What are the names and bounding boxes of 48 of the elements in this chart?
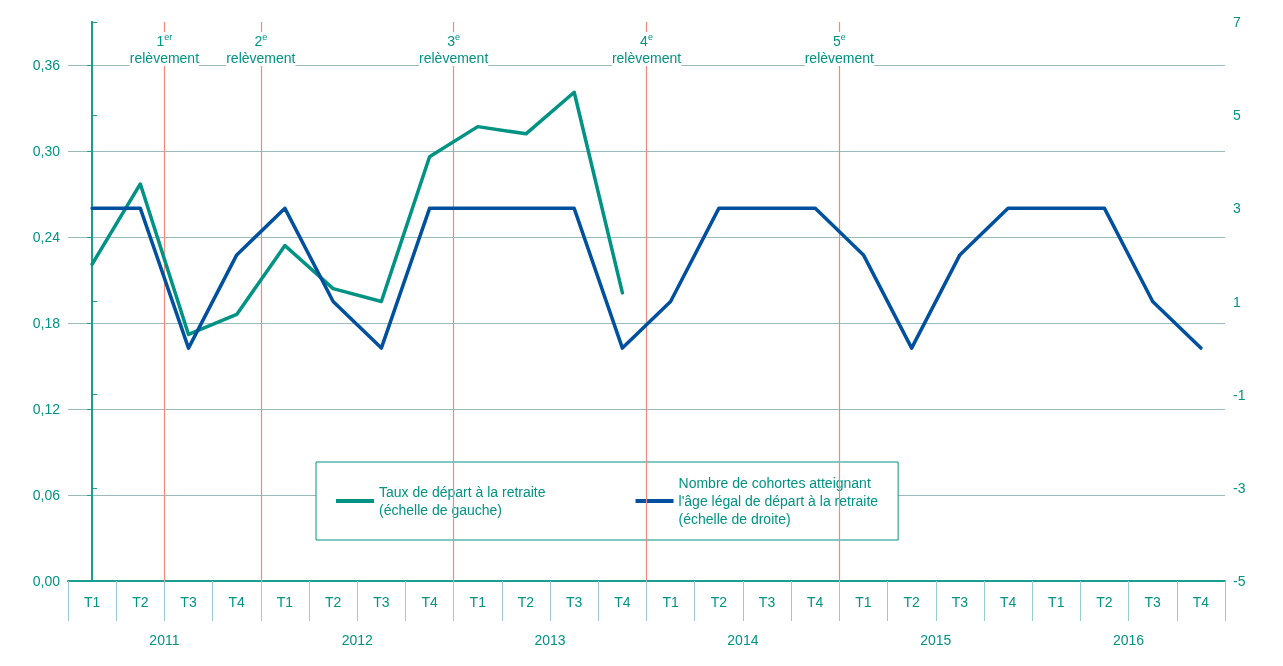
x-tick-label: T1	[1048, 594, 1065, 610]
y2-tick-label: 7	[1233, 14, 1241, 30]
y-tick-label: 0,06	[32, 487, 61, 503]
text: 2012	[341, 632, 374, 648]
x-tick-label: T1	[276, 594, 294, 610]
text: 2013	[534, 632, 566, 648]
text: 2016	[1113, 632, 1145, 648]
x-tick-label: T3	[758, 594, 776, 610]
y2-tick-label: 3	[1233, 200, 1241, 217]
x-tick-label: T2	[710, 594, 728, 610]
text: 2011	[149, 632, 180, 648]
y-tick-label: 0,18	[32, 315, 61, 331]
x-tick-label: T4	[614, 594, 631, 610]
x-tick-label: T2	[903, 594, 921, 610]
y2-tick-label: 5	[1233, 107, 1241, 124]
x-tick-label: T1	[855, 594, 872, 610]
text: 2014	[727, 632, 759, 648]
x-tick-label: T4	[999, 594, 1017, 610]
x-tick-label: T4	[228, 594, 246, 610]
x-tick-label: T1	[662, 594, 679, 610]
y-tick-label: 0,00	[32, 573, 61, 589]
x-tick-label: T3	[373, 594, 390, 610]
x-tick-label: T4	[807, 594, 824, 610]
y-tick-label: 0,24	[32, 229, 61, 245]
line-series	[90, 206, 1203, 350]
y2-tick-label: -5	[1233, 573, 1246, 589]
x-tick-label: T1	[469, 594, 487, 610]
x-tick-label: T1	[83, 594, 101, 610]
legend-label: Nombre de cohortes atteignant l'âge légal de départ à la retraite (échelle de droite)	[678, 475, 879, 527]
x-tick-label: T2	[324, 594, 342, 610]
x-tick-label: T4	[1192, 594, 1210, 610]
y2-tick-label: -3	[1233, 479, 1246, 496]
y-tick-label: 0,12	[32, 401, 61, 417]
y2-tick-label: 1	[1233, 293, 1241, 310]
y2-tick-label: -1	[1233, 386, 1246, 403]
y-tick-label: 0,30	[32, 143, 61, 159]
x-tick-label: T3	[951, 594, 969, 610]
x-tick-label: T3	[180, 594, 197, 610]
legend-label: Taux de départ à la retraite (échelle de gauche)	[379, 484, 546, 518]
x-tick-label: T3	[1144, 594, 1162, 610]
x-tick-label: T2	[517, 594, 535, 610]
x-tick-label: T4	[421, 594, 438, 610]
line-series	[90, 90, 625, 337]
y-tick-label: 0,36	[32, 57, 61, 73]
text: 2015	[920, 632, 952, 648]
x-tick-label: T2	[1096, 594, 1113, 610]
x-tick-label: T3	[566, 594, 583, 610]
x-tick-label: T2	[132, 594, 149, 610]
